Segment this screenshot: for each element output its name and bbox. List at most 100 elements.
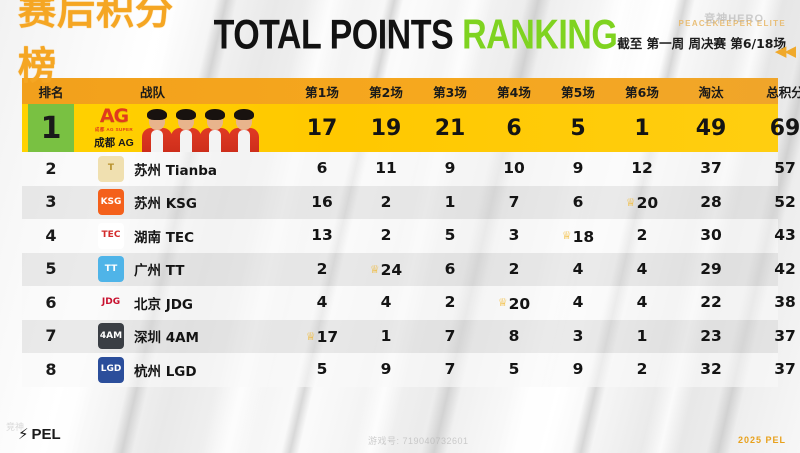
match-score-value: 4 [572, 293, 584, 312]
cell-match-5: 6 [546, 193, 610, 212]
cell-match-5: 5 [546, 116, 610, 141]
cell-total-points: 42 [748, 260, 800, 279]
team-name: 苏州 KSG [134, 196, 197, 213]
cell-total-points: 43 [748, 226, 800, 245]
team-logo-icon: LGD [98, 356, 124, 383]
page-footer: ⚡ PEL 竞神 游戏号: 719040732601 2025 PEL [0, 408, 800, 453]
pel-logo: ⚡ PEL [18, 426, 61, 443]
cell-match-4: 6 [482, 116, 546, 141]
match-score-value: 6 [506, 115, 522, 141]
chicken-dinner-crown-icon: ♕ [497, 297, 508, 309]
chicken-dinner-crown-icon: ♕ [369, 263, 380, 276]
cell-match-4: 2 [482, 260, 546, 279]
cell-match-2: 2 [354, 193, 418, 212]
match-score-value: 16 [311, 192, 333, 211]
column-header-match-3: 第3场 [433, 84, 467, 100]
total-points-value: 69 [769, 115, 800, 141]
total-points-value: 37 [774, 360, 796, 379]
table-row[interactable]: 2 T 苏州 Tianba 6 11 9 10 9 12 37 57 [22, 152, 796, 186]
match-score-value: 21 [434, 115, 466, 141]
rank-value: 1 [40, 110, 62, 146]
cell-total-points: 57 [748, 159, 800, 178]
cell-rank: 5 [22, 259, 80, 279]
table-row[interactable]: 3 KSG 苏州 KSG 16 2 1 7 6 ♕ 20 28 52 [22, 185, 796, 219]
match-score-value: 7 [444, 326, 456, 345]
cell-eliminations: 22 [674, 293, 748, 312]
page-title-en-primary: TOTAL POINTS [213, 11, 454, 58]
cell-rank: 2 [22, 159, 80, 179]
cell-match-2: 11 [354, 159, 418, 178]
match-score-value: 24 [380, 261, 403, 279]
cell-total-points: 38 [748, 293, 800, 312]
cell-match-3: 9 [418, 159, 482, 178]
page-title-cn: 赛后积分榜 [18, 0, 175, 88]
cell-match-3: 7 [418, 360, 482, 379]
cell-match-4: 8 [482, 327, 546, 346]
match-score-value: 9 [572, 360, 584, 379]
match-score-value: 6 [444, 259, 456, 278]
cell-match-6: 12 [610, 159, 674, 178]
prev-arrows-icon[interactable]: ◀◀ [774, 43, 796, 60]
page-header: 赛后积分榜 TOTAL POINTS RANKING PEACEKEEPER E… [0, 0, 800, 88]
team-name: 杭州 LGD [134, 363, 197, 380]
eliminations-value: 30 [700, 226, 722, 245]
cell-rank: 6 [22, 293, 80, 313]
table-row[interactable]: 8 LGD 杭州 LGD 5 9 7 5 9 2 32 37 [22, 353, 796, 387]
cell-match-3: 1 [418, 193, 482, 212]
table-row[interactable]: 6 JDG 北京 JDG 4 4 2 ♕ 20 4 4 22 38 [22, 286, 796, 320]
cell-match-4: ♕ 20 [482, 293, 546, 313]
cell-match-6: 2 [610, 360, 674, 379]
match-score-value: 4 [636, 293, 648, 312]
match-score-value: 2 [636, 360, 648, 379]
cell-match-2: ♕ 24 [354, 260, 418, 279]
table-row[interactable]: 4 TEC 湖南 TEC 13 2 5 3 ♕ 18 2 30 43 [22, 219, 796, 253]
cell-eliminations: 29 [674, 260, 748, 279]
match-score-value: 4 [316, 293, 328, 312]
match-score-value: 4 [380, 293, 392, 312]
team-logo-icon: 4AM [98, 323, 124, 350]
season-label: 2025 PEL [737, 435, 786, 445]
match-score-value: 5 [570, 115, 586, 141]
eliminations-value: 22 [700, 293, 722, 312]
cell-team: 4AM 深圳 4AM [80, 323, 290, 350]
eliminations-value: 23 [700, 326, 722, 345]
table-row[interactable]: 1 AG 成都 AG SUPER 成都 AG 17 19 21 6 5 1 49 69 [22, 104, 800, 152]
pel-logo-text: PEL [31, 426, 61, 443]
cell-team: AG 成都 AG SUPER 成都 AG [80, 104, 290, 152]
cell-match-6: 4 [610, 293, 674, 312]
cell-match-3: 21 [418, 116, 482, 141]
match-score-value: 17 [316, 328, 339, 346]
rank-value: 7 [45, 326, 57, 346]
player-portrait [171, 108, 201, 152]
match-score-value: 1 [380, 326, 392, 345]
table-row[interactable]: 5 TT 广州 TT 2 ♕ 24 6 2 4 4 29 42 [22, 252, 796, 286]
table-body: 1 AG 成都 AG SUPER 成都 AG 17 19 21 6 5 1 49 69 2 T 苏州 Tia… [22, 104, 800, 387]
match-score-value: 17 [306, 115, 338, 141]
match-score-value: 6 [316, 159, 328, 178]
match-score-value: 9 [380, 360, 392, 379]
table-row[interactable]: 7 4AM 深圳 4AM ♕ 17 1 7 8 3 1 23 37 [22, 319, 796, 353]
team-logo-icon: T [98, 155, 124, 182]
rank-value: 3 [45, 192, 57, 212]
cell-team: LGD 杭州 LGD [80, 356, 290, 383]
cell-eliminations: 32 [674, 360, 748, 379]
match-score-value: 1 [634, 115, 650, 141]
cell-match-1: 13 [290, 226, 354, 245]
cell-eliminations: 49 [674, 116, 748, 141]
team-logo-icon: KSG [98, 189, 124, 216]
cell-rank: 8 [22, 360, 80, 380]
cell-rank: 4 [22, 226, 80, 246]
match-score-value: 1 [444, 192, 456, 211]
cell-match-3: 5 [418, 226, 482, 245]
team-logo-text: KSG [100, 196, 122, 207]
watermark-top: 竞神HERO [704, 13, 764, 25]
team-logo-icon: TT [98, 256, 124, 283]
cell-match-4: 7 [482, 193, 546, 212]
team-logo-text: T [107, 163, 115, 174]
cell-team: T 苏州 Tianba [80, 155, 290, 182]
cell-match-5: 9 [546, 159, 610, 178]
cell-match-4: 10 [482, 159, 546, 178]
rank-value: 8 [45, 359, 57, 379]
cell-eliminations: 30 [674, 226, 748, 245]
match-score-value: 6 [572, 192, 584, 211]
